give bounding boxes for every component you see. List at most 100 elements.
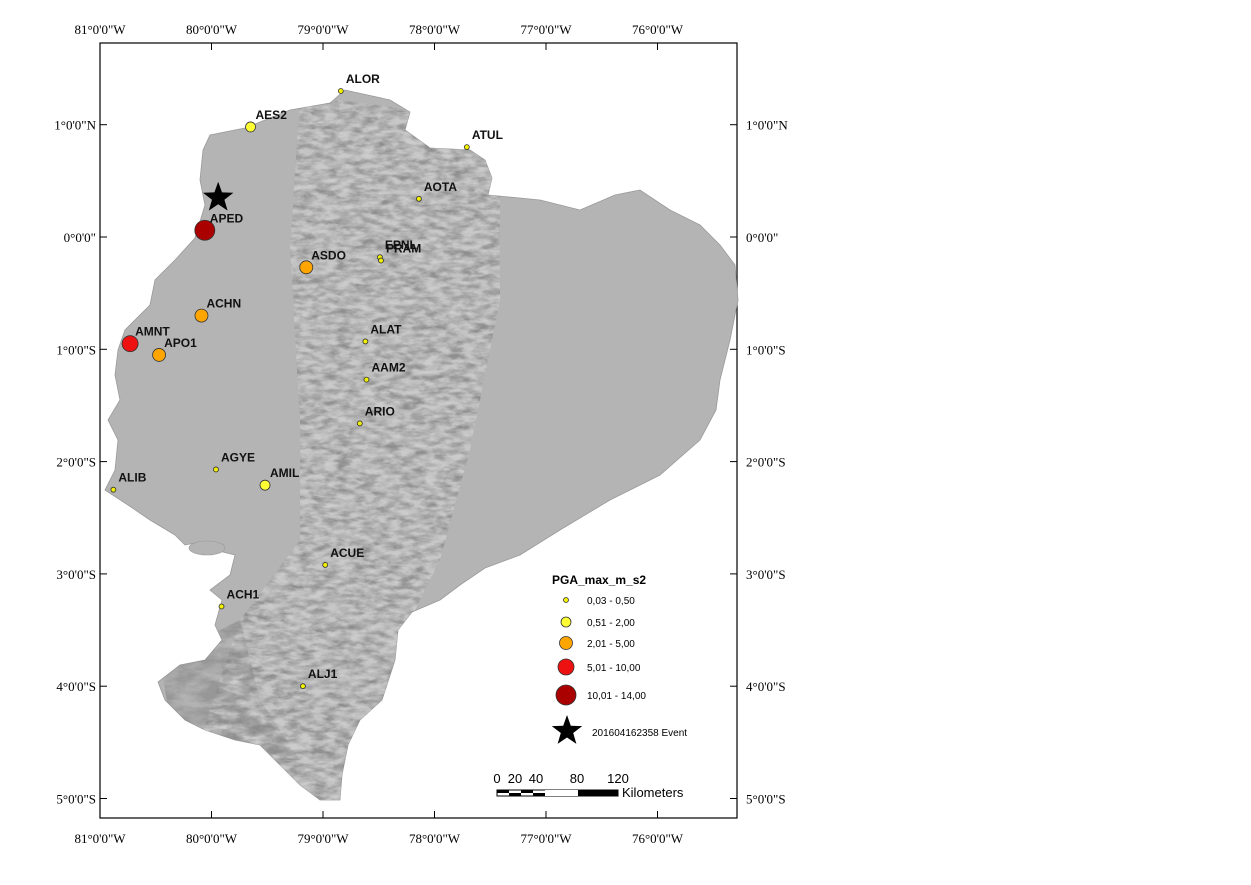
graticule-ticks xyxy=(99,43,737,818)
station-label: ATUL xyxy=(472,128,503,142)
legend-label: 2,01 - 5,00 xyxy=(587,639,635,650)
lat-label-left: 4°0'0"S xyxy=(56,679,96,694)
legend-event-label: 201604162358 Event xyxy=(592,728,687,739)
legend-label: 10,01 - 14,00 xyxy=(587,691,646,702)
station-marker xyxy=(218,603,225,610)
station-marker xyxy=(322,562,329,568)
lat-label-left: 0°0'0" xyxy=(64,230,96,245)
lat-label-right: 2°0'0"S xyxy=(746,455,786,470)
lon-label-top: 80°0'0"W xyxy=(186,22,238,37)
station-label: ALOR xyxy=(346,72,380,86)
station-ario: ARIO xyxy=(356,404,395,427)
station-marker xyxy=(299,260,314,275)
event-layer xyxy=(203,181,234,211)
lat-label-left: 1°0'0"N xyxy=(54,118,96,133)
legend-swatch xyxy=(555,684,577,706)
lon-label-top: 81°0'0"W xyxy=(74,22,126,37)
station-label: ASDO xyxy=(311,248,346,262)
station-marker xyxy=(110,486,117,493)
legend-item: 2,01 - 5,00 xyxy=(559,636,635,650)
station-label: AMIL xyxy=(270,466,299,480)
lat-label-right: 1°0'0"S xyxy=(746,342,786,357)
station-amil: AMIL xyxy=(259,466,299,491)
station-marker xyxy=(356,420,363,427)
legend-label: 0,51 - 2,00 xyxy=(587,618,635,629)
legend-label: 5,01 - 10,00 xyxy=(587,663,641,674)
station-marker xyxy=(259,479,271,491)
lat-label-right: 4°0'0"S xyxy=(746,679,786,694)
legend: PGA_max_m_s2 0,03 - 0,50 0,51 - 2,00 2,01 … xyxy=(551,573,687,744)
station-label: AAM2 xyxy=(371,361,405,375)
scale-tick-label: 80 xyxy=(570,771,584,786)
station-amnt: AMNT xyxy=(121,325,170,353)
lon-label-bottom: 79°0'0"W xyxy=(297,831,349,846)
scale-tick-label: 0 xyxy=(493,771,500,786)
scale-tick-label: 20 xyxy=(508,771,522,786)
station-asdo: ASDO xyxy=(299,248,346,275)
event-star-icon xyxy=(203,181,234,211)
station-marker xyxy=(152,348,166,362)
legend-label: 0,03 - 0,50 xyxy=(587,596,635,607)
lat-label-right: 1°0'0"N xyxy=(746,118,788,133)
scale-tick-label: 120 xyxy=(607,771,629,786)
station-marker xyxy=(213,466,219,473)
lon-label-bottom: 81°0'0"W xyxy=(74,831,126,846)
lon-label-top: 79°0'0"W xyxy=(297,22,349,37)
station-label: ACHN xyxy=(206,297,241,311)
lon-label-bottom: 78°0'0"W xyxy=(409,831,461,846)
station-marker xyxy=(463,144,470,151)
graticule-labels: 81°0'0"W 81°0'0"W 80°0'0"W 80°0'0"W 79°0'0"W… xyxy=(54,22,788,846)
station-label: APO1 xyxy=(164,336,197,350)
station-marker xyxy=(363,376,370,383)
station-aes2: AES2 xyxy=(245,108,288,133)
legend-swatch xyxy=(563,597,569,603)
lon-label-top: 76°0'0"W xyxy=(632,22,684,37)
station-alib: ALIB xyxy=(110,471,147,493)
legend-item: 5,01 - 10,00 xyxy=(557,658,641,676)
station-label: AMNT xyxy=(135,325,170,339)
legend-swatch xyxy=(557,658,575,676)
station-acue: ACUE xyxy=(322,546,364,568)
lat-label-left: 2°0'0"S xyxy=(56,455,96,470)
lat-label-left: 5°0'0"S xyxy=(56,792,96,807)
scale-unit: Kilometers xyxy=(622,785,684,800)
event-star-icon xyxy=(551,715,583,744)
station-marker xyxy=(337,88,344,94)
legend-item: 0,03 - 0,50 xyxy=(563,596,635,607)
lon-label-bottom: 80°0'0"W xyxy=(186,831,238,846)
station-ach1: ACH1 xyxy=(218,587,260,610)
station-apo1: APO1 xyxy=(152,336,197,362)
station-marker xyxy=(415,195,422,202)
station-label: ALIB xyxy=(118,471,146,485)
lat-label-right: 0°0'0" xyxy=(746,230,778,245)
station-label: ALAT xyxy=(370,322,402,336)
scale-tick-label: 40 xyxy=(529,771,543,786)
station-label: ACH1 xyxy=(227,587,260,601)
station-agye: AGYE xyxy=(213,450,255,473)
lon-label-top: 77°0'0"W xyxy=(520,22,572,37)
land-mass xyxy=(104,89,739,801)
station-alat: ALAT xyxy=(362,322,402,345)
station-aota: AOTA xyxy=(415,180,457,202)
station-alj1: ALJ1 xyxy=(300,667,338,690)
station-aam2: AAM2 xyxy=(363,361,406,383)
station-atul: ATUL xyxy=(463,128,503,151)
legend-event-item: 201604162358 Event xyxy=(551,715,687,744)
station-label: ALJ1 xyxy=(308,667,338,681)
station-label: AES2 xyxy=(256,108,288,122)
lat-label-left: 1°0'0"S xyxy=(56,342,96,357)
lon-label-top: 78°0'0"W xyxy=(409,22,461,37)
station-pram: PRAM xyxy=(378,242,421,264)
lon-label-bottom: 77°0'0"W xyxy=(520,831,572,846)
legend-item: 10,01 - 14,00 xyxy=(555,684,646,706)
station-marker xyxy=(300,683,306,690)
station-label: PRAM xyxy=(386,242,421,256)
station-alor: ALOR xyxy=(337,72,380,94)
station-marker xyxy=(121,335,139,353)
station-aped: APED xyxy=(194,211,243,241)
lon-label-bottom: 76°0'0"W xyxy=(632,831,684,846)
station-label: AOTA xyxy=(424,180,457,194)
station-label: ACUE xyxy=(330,546,364,560)
